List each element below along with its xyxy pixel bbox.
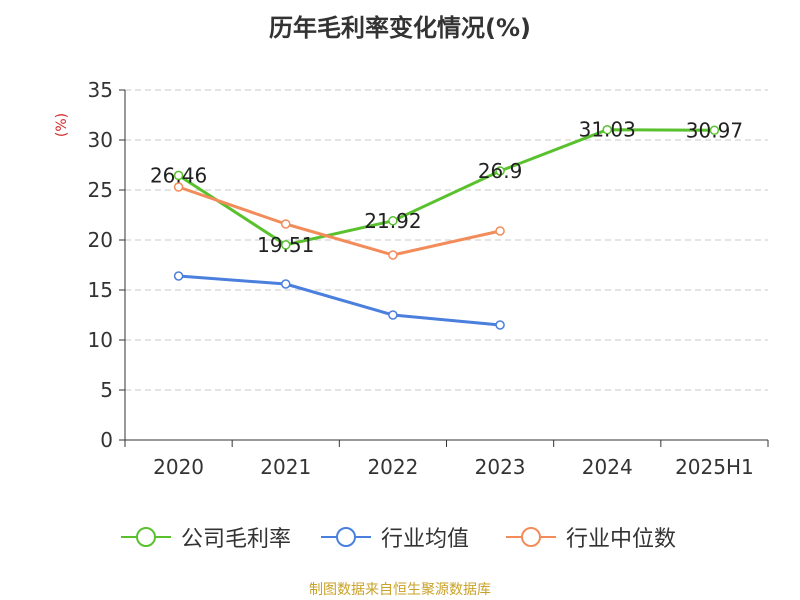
x-tick-label: 2022 (367, 455, 418, 479)
data-point (281, 219, 291, 229)
y-tick-label: 20 (88, 228, 113, 252)
y-tick-label: 25 (88, 178, 113, 202)
legend-marker (336, 527, 356, 547)
data-point (173, 271, 184, 281)
data-label: 31.03 (579, 118, 636, 142)
x-tick-label: 2025H1 (675, 455, 754, 479)
legend-label: 公司毛利率 (181, 527, 291, 552)
data-label: 26.9 (478, 159, 523, 183)
data-point (495, 320, 505, 330)
data-point (495, 166, 505, 176)
data-point (709, 125, 720, 136)
y-tick-label: 30 (88, 128, 113, 152)
y-tick-label: 0 (100, 428, 113, 452)
series-line (178, 274, 501, 327)
x-tick-label: 2020 (153, 455, 204, 479)
series-line (178, 185, 501, 257)
x-tick-label: 2023 (475, 455, 526, 479)
legend-label: 行业中位数 (566, 527, 676, 552)
chart-source: 制图数据来自恒生聚源数据库 (309, 582, 491, 598)
data-point (281, 279, 291, 289)
legend-marker (521, 527, 541, 547)
data-point (388, 310, 398, 320)
y-tick-label: 15 (88, 278, 113, 302)
x-tick-label: 2024 (582, 455, 633, 479)
data-point (388, 250, 398, 260)
data-label: 30.97 (686, 118, 743, 142)
x-tick-label: 2021 (260, 455, 311, 479)
data-point (281, 240, 291, 250)
data-point (388, 216, 398, 226)
data-point (495, 226, 505, 236)
data-label: 19.51 (257, 233, 314, 257)
data-label: 21.92 (364, 209, 421, 233)
legend-label: 行业均值 (381, 527, 469, 552)
y-tick-label: 5 (100, 378, 113, 402)
chart-title: 历年毛利率变化情况(%) (269, 14, 531, 42)
y-tick-label: 35 (88, 78, 113, 102)
series-line (177, 128, 715, 247)
data-point (602, 124, 612, 135)
y-axis-label: (%) (54, 113, 70, 137)
data-label: 26.46 (150, 163, 207, 187)
data-point (173, 170, 184, 181)
data-point (173, 182, 184, 192)
legend-marker (136, 527, 156, 547)
y-tick-label: 10 (88, 328, 113, 352)
